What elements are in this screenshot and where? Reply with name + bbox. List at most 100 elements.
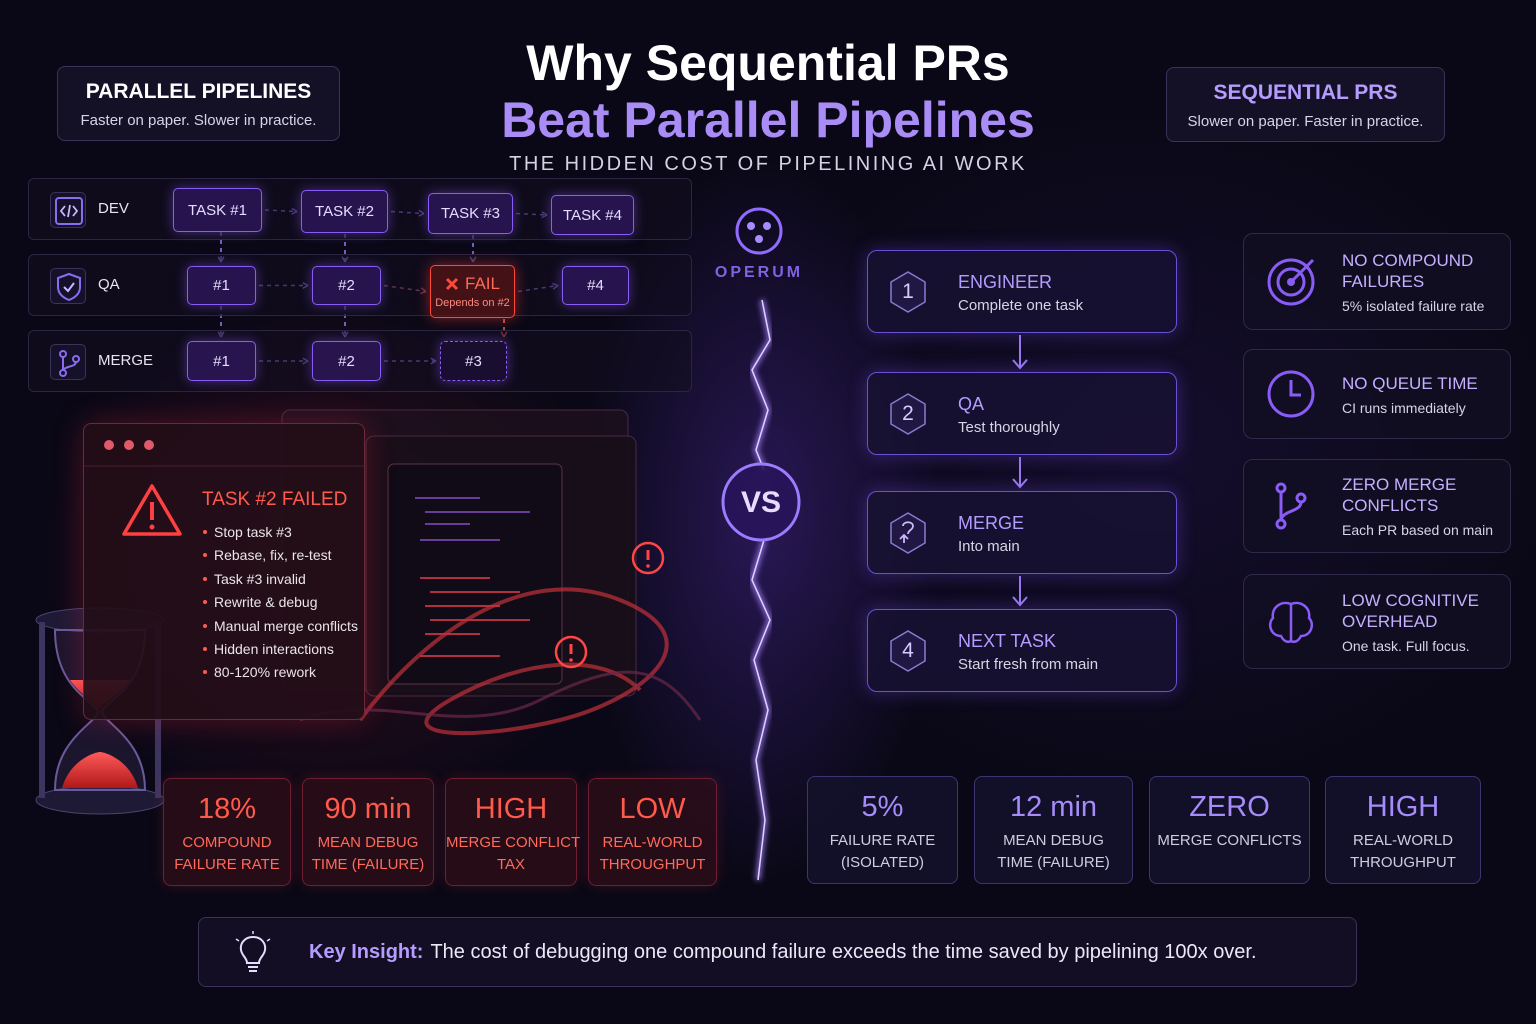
summary-card: SEQUENTIAL PRS Slower on paper. Faster in… — [1166, 67, 1445, 142]
failure-item: 80-120% rework — [214, 664, 316, 681]
benefit-title: NO QUEUE TIME — [1342, 373, 1478, 393]
stat-label: REAL-WORLD — [1352, 832, 1453, 849]
icon — [55, 197, 83, 225]
stat-value: 18% — [197, 793, 257, 825]
stat-value: HIGH — [474, 793, 548, 825]
title-line-2: Beat Parallel Pipelines — [501, 92, 1035, 148]
benefit-title: CONFLICTS — [1342, 496, 1439, 515]
step-number: 1 — [902, 280, 914, 303]
lane-label: QA — [98, 276, 120, 293]
step-title: ENGINEER — [958, 272, 1053, 292]
pipeline-cell: TASK #3 — [428, 193, 513, 234]
step-number: 4 — [902, 639, 914, 662]
step-card: 4 NEXT TASK Start fresh from main — [867, 609, 1177, 692]
step-text: Into main — [958, 538, 1020, 555]
cell-label: #2 — [338, 352, 355, 370]
cell-label: TASK #2 — [315, 203, 374, 220]
cell-label: TASK #1 — [188, 201, 247, 219]
stat-label: THROUGHPUT — [1350, 854, 1456, 871]
arrow-head — [1012, 596, 1028, 607]
pipeline-cell: TASK #4 — [551, 195, 634, 235]
benefit-title: NO COMPOUND — [1342, 250, 1474, 270]
bullet — [203, 647, 207, 651]
stat-label: THROUGHPUT — [599, 856, 706, 873]
failure-panel — [83, 423, 366, 720]
card-title: SEQUENTIAL PRS — [1213, 81, 1398, 104]
cell-label: #1 — [213, 277, 230, 294]
stat-card: HIGH REAL-WORLD THROUGHPUT — [1325, 776, 1481, 884]
stat-value: ZERO — [1189, 791, 1270, 823]
benefit-icon — [1267, 370, 1315, 418]
stat-card: LOW REAL-WORLD THROUGHPUT — [588, 778, 717, 886]
failure-item: Rewrite & debug — [214, 594, 318, 611]
vs-label: VS — [740, 486, 782, 519]
fail-row: FAIL — [445, 274, 500, 294]
cell-label: #1 — [213, 352, 230, 370]
benefit-text: CI runs immediately — [1342, 399, 1466, 416]
insight-text-row: Key Insight: The cost of debugging one co… — [309, 941, 1257, 964]
pipeline-cell: #3 — [440, 341, 507, 381]
step-title: QA — [958, 394, 985, 414]
step-card: MERGE Into main — [867, 491, 1177, 574]
step-icon — [890, 630, 926, 672]
failure-item: Hidden interactions — [214, 641, 334, 657]
pipeline-cell: #1 — [187, 266, 256, 305]
stat-label: COMPOUND — [182, 834, 272, 851]
card-text: Slower on paper. Faster in practice. — [1187, 113, 1424, 130]
cell-label: TASK #3 — [441, 205, 500, 222]
failure-title: TASK #2 FAILED — [202, 489, 348, 510]
arrow-head — [1012, 478, 1028, 489]
failure-item: Manual merge conflicts — [214, 617, 358, 634]
step-icon — [890, 271, 926, 313]
stat-value: LOW — [619, 793, 686, 825]
lane-label: DEV — [98, 200, 129, 217]
code-windows — [281, 409, 702, 736]
stat-value: 5% — [861, 791, 904, 823]
failure-item: Stop task #3 — [214, 524, 292, 540]
step-icon — [890, 512, 926, 554]
failure-item: Task #3 invalid — [214, 570, 306, 587]
bullet — [203, 530, 207, 534]
card-text: Faster on paper. Slower in practice. — [80, 112, 317, 129]
fail-label: FAIL — [465, 274, 500, 293]
step-card: 1 ENGINEER Complete one task — [867, 250, 1177, 333]
cell-label: TASK #4 — [563, 206, 622, 224]
stat-value: 12 min — [1009, 791, 1098, 823]
stat-label: TIME (FAILURE) — [311, 856, 425, 873]
stat-label: MEAN DEBUG — [1003, 832, 1104, 849]
benefit-text: Each PR based on main — [1342, 522, 1493, 538]
pipeline-cell: #1 — [187, 341, 256, 381]
stat-label: MERGE CONFLICT — [446, 834, 581, 851]
pipeline-cell: TASK #1 — [173, 188, 262, 232]
icon — [57, 272, 81, 302]
lane-icon — [50, 268, 86, 304]
step-arrows — [1012, 335, 1028, 607]
cell-label: #2 — [338, 277, 355, 294]
title-line-1: Why Sequential PRs — [526, 35, 1010, 91]
fail-cell: FAIL Depends on #2 — [430, 265, 515, 318]
failure-panel-decor — [84, 440, 366, 536]
stat-card: HIGH MERGE CONFLICT TAX — [445, 778, 581, 886]
stat-value: HIGH — [1366, 791, 1440, 823]
stat-label: (ISOLATED) — [840, 854, 925, 871]
step-text: Start fresh from main — [958, 656, 1099, 673]
bullet — [203, 576, 207, 581]
stat-card: 90 min MEAN DEBUG TIME (FAILURE) — [302, 778, 434, 886]
step-text: Complete one task — [958, 297, 1084, 314]
benefit-icon — [1269, 601, 1313, 643]
stat-value: 90 min — [324, 793, 412, 825]
step-card: 2 QA Test thoroughly — [867, 372, 1177, 455]
stat-label: MEAN DEBUG — [317, 834, 419, 851]
icon — [59, 350, 80, 377]
brand-logo-dots — [747, 222, 771, 243]
benefit-title: OVERHEAD — [1342, 611, 1438, 631]
step-text: Test thoroughly — [958, 419, 1060, 436]
step-title: MERGE — [958, 513, 1025, 533]
pipeline-cell: #2 — [312, 341, 381, 381]
benefit-card: ZERO MERGE CONFLICTS Each PR based on main — [1243, 459, 1511, 553]
card-title: PARALLEL PIPELINES — [85, 80, 312, 103]
step-title: NEXT TASK — [958, 631, 1057, 651]
arrow-head — [1012, 359, 1028, 370]
